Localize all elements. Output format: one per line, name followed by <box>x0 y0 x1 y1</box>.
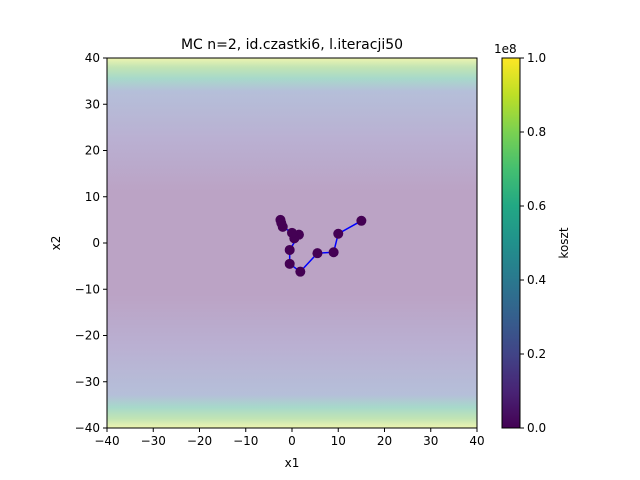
x-tick-label: −30 <box>141 434 166 448</box>
x-tick-label: −20 <box>187 434 212 448</box>
path-point <box>312 248 323 259</box>
y-tick-label: 20 <box>85 144 100 158</box>
path-point <box>284 244 295 255</box>
x-axis-ticks: −40 −30 −20 −10 0 10 20 30 40 <box>94 428 485 448</box>
colorbar-tick-label: 0.8 <box>527 125 546 139</box>
colorbar-label: koszt <box>557 227 571 258</box>
y-tick-label: 30 <box>85 97 100 111</box>
colorbar-tick-label: 1.0 <box>527 51 546 65</box>
path-point <box>356 215 367 226</box>
colorbar-ticks: 0.0 0.2 0.4 0.6 0.8 1.0 <box>520 51 546 435</box>
x-tick-label: −40 <box>94 434 119 448</box>
chart-title: MC n=2, id.czastki6, l.iteracji50 <box>181 37 403 53</box>
colorbar-tick-label: 0.4 <box>527 273 546 287</box>
cost-contour-background <box>107 58 477 428</box>
colorbar-tick-label: 0.6 <box>527 199 546 213</box>
x-axis-label: x1 <box>285 456 300 470</box>
path-point <box>333 228 344 239</box>
x-tick-label: −10 <box>233 434 258 448</box>
y-tick-label: −10 <box>75 282 100 296</box>
y-tick-label: −40 <box>75 421 100 435</box>
path-point <box>287 227 297 238</box>
y-tick-label: 10 <box>85 190 100 204</box>
y-axis-ticks: −40 −30 −20 −10 0 10 20 30 40 <box>75 51 107 435</box>
y-tick-label: 40 <box>85 51 100 65</box>
x-tick-label: 20 <box>377 434 392 448</box>
x-tick-label: 0 <box>288 434 296 448</box>
y-tick-label: 0 <box>92 236 100 250</box>
path-markers <box>275 214 367 277</box>
path-point <box>284 258 295 269</box>
path-point <box>328 247 339 258</box>
x-tick-label: 10 <box>331 434 346 448</box>
y-tick-label: −30 <box>75 375 100 389</box>
y-tick-label: −20 <box>75 329 100 343</box>
x-tick-label: 30 <box>423 434 438 448</box>
path-point <box>295 266 306 277</box>
colorbar-tick-label: 0.2 <box>527 347 546 361</box>
path-point <box>276 218 287 229</box>
colorbar-multiplier: 1e8 <box>494 42 517 56</box>
x-tick-label: 40 <box>469 434 484 448</box>
y-axis-label: x2 <box>49 236 63 251</box>
colorbar-tick-label: 0.0 <box>527 421 546 435</box>
colorbar <box>501 57 521 429</box>
